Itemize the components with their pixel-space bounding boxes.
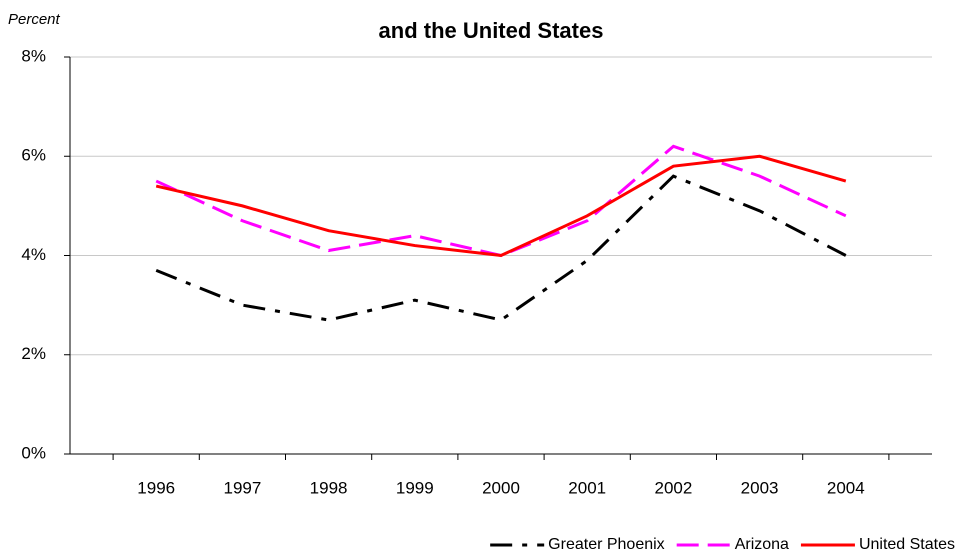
y-tick-label: 4% xyxy=(21,245,46,264)
x-tick-label: 1996 xyxy=(137,478,175,497)
chart-title: and the United States xyxy=(379,18,604,43)
line-series xyxy=(155,174,847,322)
legend-label: Arizona xyxy=(735,536,789,553)
x-tick-label: 1999 xyxy=(396,478,434,497)
y-tick-label: 0% xyxy=(21,443,46,462)
x-tick-label: 2003 xyxy=(741,478,779,497)
x-tick-label: 2004 xyxy=(827,478,865,497)
y-tick-label: 8% xyxy=(21,46,46,65)
y-axis-label: Percent xyxy=(8,11,61,28)
x-tick-label: 2002 xyxy=(654,478,692,497)
legend-label: Greater Phoenix xyxy=(548,536,665,553)
x-tick-label: 2001 xyxy=(568,478,606,497)
x-tick-label: 1998 xyxy=(310,478,348,497)
x-tick-label: 2000 xyxy=(482,478,520,497)
x-tick-label: 1997 xyxy=(223,478,261,497)
line-series xyxy=(155,154,847,258)
y-tick-label: 2% xyxy=(21,344,46,363)
legend-label: United States xyxy=(859,536,955,553)
y-tick-label: 6% xyxy=(21,146,46,165)
line-series xyxy=(155,144,847,258)
